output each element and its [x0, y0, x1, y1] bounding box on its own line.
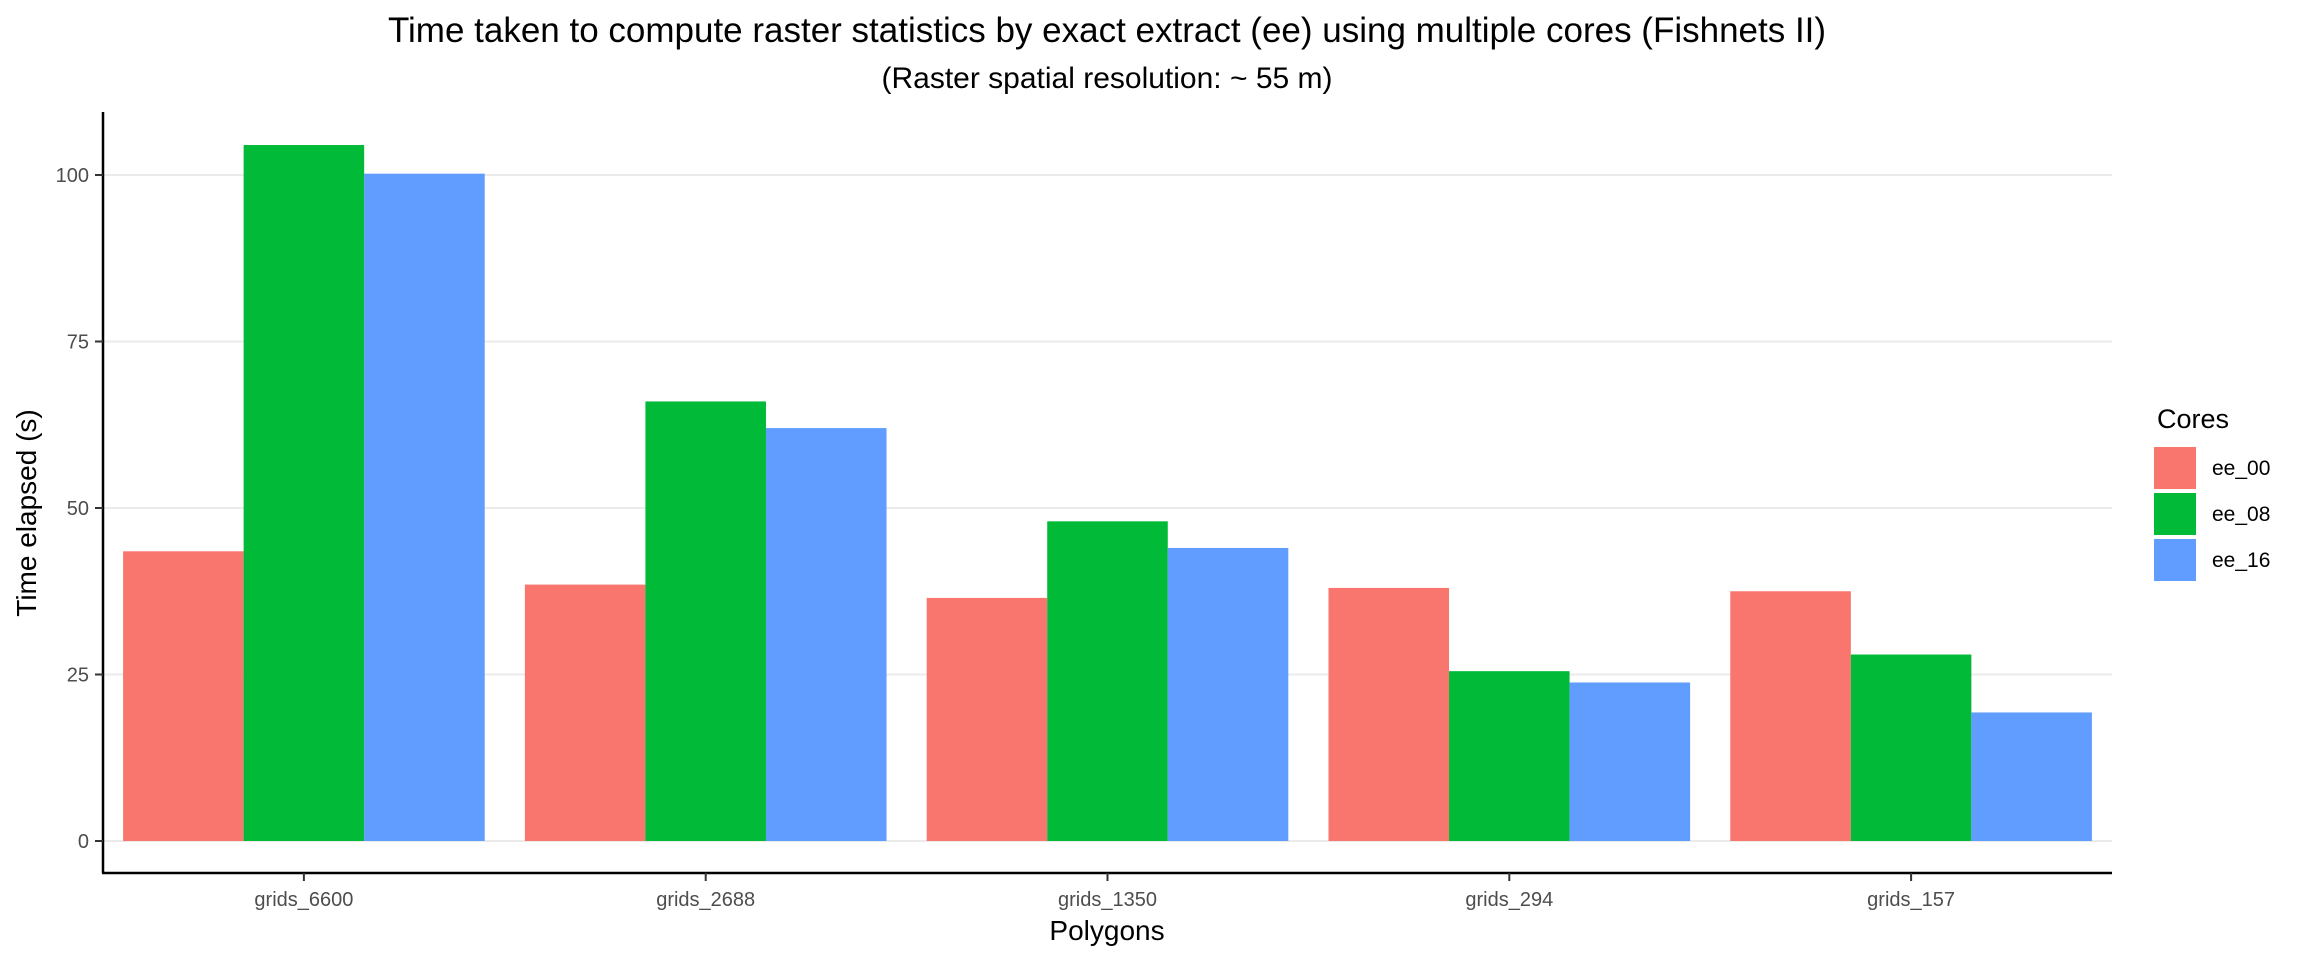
chart-subtitle: (Raster spatial resolution: ~ 55 m) [881, 62, 1332, 95]
bar-ee_16-grids_2688 [765, 428, 887, 841]
bar-ee_16-grids_294 [1569, 682, 1691, 841]
y-tick-label: 25 [67, 665, 89, 687]
bar-ee_08-grids_6600 [243, 145, 365, 841]
bar-ee_08-grids_157 [1850, 654, 1972, 841]
y-axis-title: Time elapsed (s) [11, 409, 42, 616]
bar-ee_00-grids_2688 [524, 584, 646, 841]
y-axis-ticks: 0 25 50 75 100 [56, 165, 103, 853]
bar-ee_16-grids_1350 [1167, 547, 1289, 841]
x-tick-label: grids_2688 [656, 889, 755, 911]
bar-ee_16-grids_157 [1971, 712, 2092, 841]
bar-ee_08-grids_1350 [1047, 521, 1168, 841]
x-tick-label: grids_157 [1867, 889, 1955, 911]
y-tick-label: 75 [67, 332, 89, 354]
legend-key-ee_08 [2154, 493, 2196, 535]
x-tick-label: grids_1350 [1058, 889, 1157, 911]
legend-title: Cores [2157, 404, 2229, 434]
y-tick-label: 50 [67, 498, 89, 520]
legend-label: ee_16 [2212, 549, 2270, 572]
bar-ee_00-grids_157 [1730, 591, 1851, 841]
bars [123, 145, 2092, 842]
chart-title: Time taken to compute raster statistics … [388, 11, 1826, 50]
legend-key-ee_00 [2154, 447, 2196, 489]
x-axis-title: Polygons [1049, 915, 1164, 946]
bar-ee_08-grids_2688 [645, 401, 766, 841]
bar-ee_00-grids_6600 [123, 551, 244, 841]
x-tick-label: grids_6600 [254, 889, 353, 911]
legend: Cores ee_00 ee_08 ee_16 [2154, 404, 2270, 581]
y-tick-label: 100 [56, 165, 89, 187]
bar-ee_00-grids_294 [1328, 587, 1450, 841]
bar-ee_08-grids_294 [1449, 671, 1570, 841]
x-tick-label: grids_294 [1465, 889, 1553, 911]
legend-label: ee_08 [2212, 503, 2270, 526]
x-axis-ticks: grids_6600 grids_2688 grids_1350 grids_294 g… [254, 873, 1955, 911]
bar-ee_16-grids_6600 [364, 173, 485, 842]
bar-ee_00-grids_1350 [926, 597, 1048, 841]
legend-key-ee_16 [2154, 539, 2196, 581]
y-tick-label: 0 [78, 831, 89, 853]
legend-label: ee_00 [2212, 457, 2270, 480]
